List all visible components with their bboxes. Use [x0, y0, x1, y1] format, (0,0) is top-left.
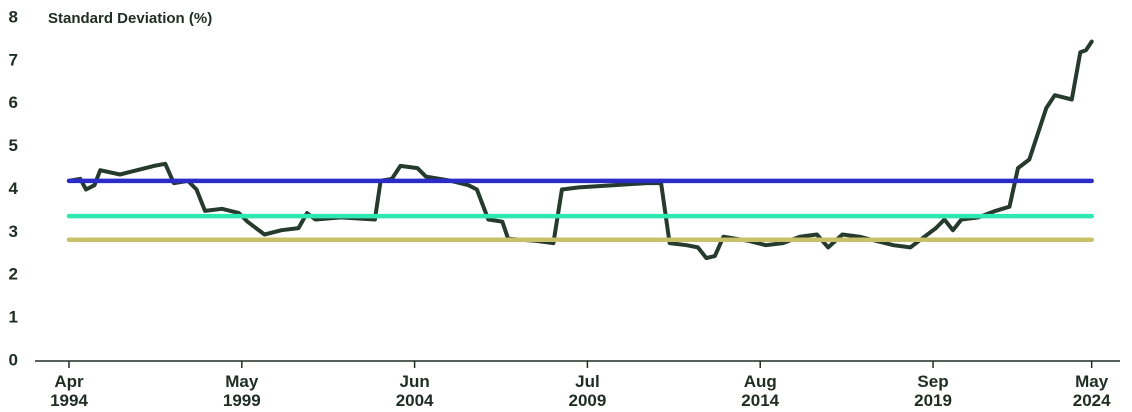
y-axis-title: Standard Deviation (%) — [48, 10, 212, 27]
y-tick-label: 7 — [9, 50, 18, 69]
x-tick-label: May — [1075, 372, 1109, 391]
y-tick-label: 4 — [9, 179, 19, 198]
x-tick-label: 1999 — [223, 391, 261, 410]
y-tick-label: 5 — [9, 136, 18, 155]
x-tick-label: Jun — [399, 372, 429, 391]
x-tick-label: Aug — [744, 372, 777, 391]
y-tick-label: 8 — [9, 7, 18, 26]
x-tick-label: 2019 — [914, 391, 952, 410]
y-tick-label: 2 — [9, 265, 18, 284]
x-tick-label: 1994 — [50, 391, 88, 410]
x-tick-label: 2009 — [569, 391, 607, 410]
y-tick-label: 6 — [9, 93, 18, 112]
series-line — [67, 39, 1094, 261]
y-tick-label: 3 — [9, 222, 18, 241]
x-tick-label: Jul — [575, 372, 600, 391]
x-tick-label: 2004 — [396, 391, 434, 410]
x-tick-label: 2014 — [741, 391, 779, 410]
x-tick-label: Apr — [54, 372, 84, 391]
x-tick-label: Sep — [917, 372, 948, 391]
x-tick-label: 2024 — [1073, 391, 1111, 410]
y-tick-label: 1 — [9, 308, 18, 327]
x-tick-label: May — [225, 372, 259, 391]
y-tick-label: 0 — [9, 350, 18, 369]
